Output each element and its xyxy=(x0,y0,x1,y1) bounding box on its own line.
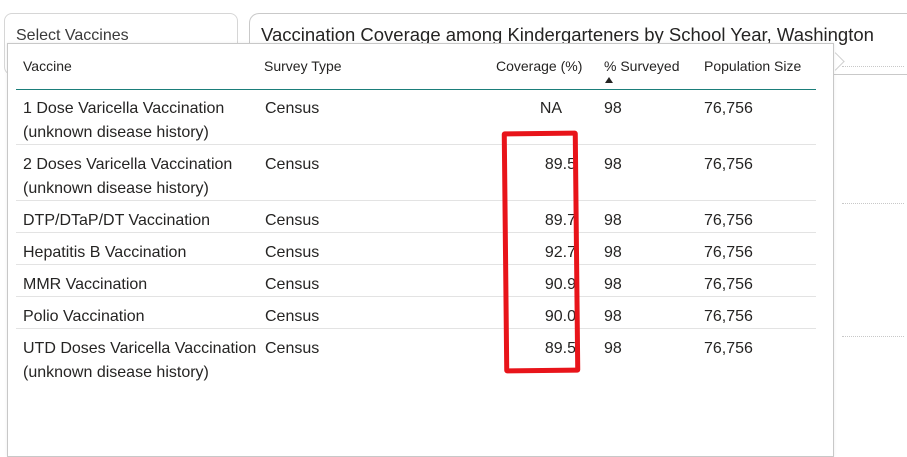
sort-ascending-icon xyxy=(605,77,613,83)
cell-population: 76,756 xyxy=(704,276,753,293)
cell-surveyed: 98 xyxy=(604,308,622,325)
cell-population: 76,756 xyxy=(704,156,753,173)
gridline xyxy=(842,336,904,337)
cell-vaccine: DTP/DTaP/DT Vaccination xyxy=(23,212,211,229)
cell-coverage: 90.9 xyxy=(544,276,576,293)
table-row: 2 Doses Varicella Vaccination (unknown d… xyxy=(16,145,816,201)
header-divider xyxy=(16,89,816,90)
cell-population: 76,756 xyxy=(704,244,753,261)
table-row: Hepatitis B Vaccination Census 92.7 98 7… xyxy=(16,233,816,265)
cell-population: 76,756 xyxy=(704,340,753,357)
cell-survey-type: Census xyxy=(265,308,320,325)
cell-coverage: 92.7 xyxy=(544,244,576,261)
table-row: DTP/DTaP/DT Vaccination Census 89.7 98 7… xyxy=(16,201,816,233)
cell-coverage: NA xyxy=(539,100,563,117)
cell-surveyed: 98 xyxy=(604,100,622,117)
coverage-highlight-annotation xyxy=(501,130,581,374)
cell-vaccine: UTD Doses Varicella Vaccination (unknown… xyxy=(23,340,257,381)
cell-vaccine: 2 Doses Varicella Vaccination (unknown d… xyxy=(23,156,233,197)
cell-surveyed: 98 xyxy=(604,212,622,229)
slicer-title: Select Vaccines xyxy=(16,27,129,44)
table-row: 1 Dose Varicella Vaccination (unknown di… xyxy=(16,89,816,145)
cell-vaccine: Polio Vaccination xyxy=(23,308,145,325)
header-surveyed[interactable]: % Surveyed xyxy=(604,58,680,74)
cell-coverage: 89.5 xyxy=(544,156,576,173)
table-row: UTD Doses Varicella Vaccination (unknown… xyxy=(16,329,816,409)
cell-coverage: 89.7 xyxy=(544,212,576,229)
cell-survey-type: Census xyxy=(265,340,320,357)
table-row: MMR Vaccination Census 90.9 98 76,756 xyxy=(16,265,816,297)
table-tooltip: Vaccine Survey Type Coverage (%) % Surve… xyxy=(7,43,834,457)
report-title: Vaccination Coverage among Kindergartene… xyxy=(261,24,874,45)
header-population[interactable]: Population Size xyxy=(704,58,802,74)
cell-population: 76,756 xyxy=(704,308,753,325)
gridline xyxy=(842,66,904,67)
cell-vaccine: Hepatitis B Vaccination xyxy=(23,244,187,261)
cell-survey-type: Census xyxy=(265,212,320,229)
cell-population: 76,756 xyxy=(704,100,753,117)
cell-survey-type: Census xyxy=(265,100,320,117)
header-coverage[interactable]: Coverage (%) xyxy=(496,58,583,74)
table-header: Vaccine Survey Type Coverage (%) % Surve… xyxy=(8,44,818,88)
cell-vaccine: MMR Vaccination xyxy=(23,276,148,293)
cell-surveyed: 98 xyxy=(604,244,622,261)
table-row: Polio Vaccination Census 90.0 98 76,756 xyxy=(16,297,816,329)
header-survey-type[interactable]: Survey Type xyxy=(264,58,342,74)
cell-survey-type: Census xyxy=(265,276,320,293)
header-vaccine[interactable]: Vaccine xyxy=(23,58,72,74)
cell-survey-type: Census xyxy=(265,156,320,173)
cell-surveyed: 98 xyxy=(604,276,622,293)
gridline xyxy=(842,203,904,204)
cell-population: 76,756 xyxy=(704,212,753,229)
cell-vaccine: 1 Dose Varicella Vaccination (unknown di… xyxy=(23,100,225,141)
cell-surveyed: 98 xyxy=(604,156,622,173)
cell-surveyed: 98 xyxy=(604,340,622,357)
cell-coverage: 90.0 xyxy=(544,308,576,325)
cell-survey-type: Census xyxy=(265,244,320,261)
cell-coverage: 89.5 xyxy=(544,340,576,357)
